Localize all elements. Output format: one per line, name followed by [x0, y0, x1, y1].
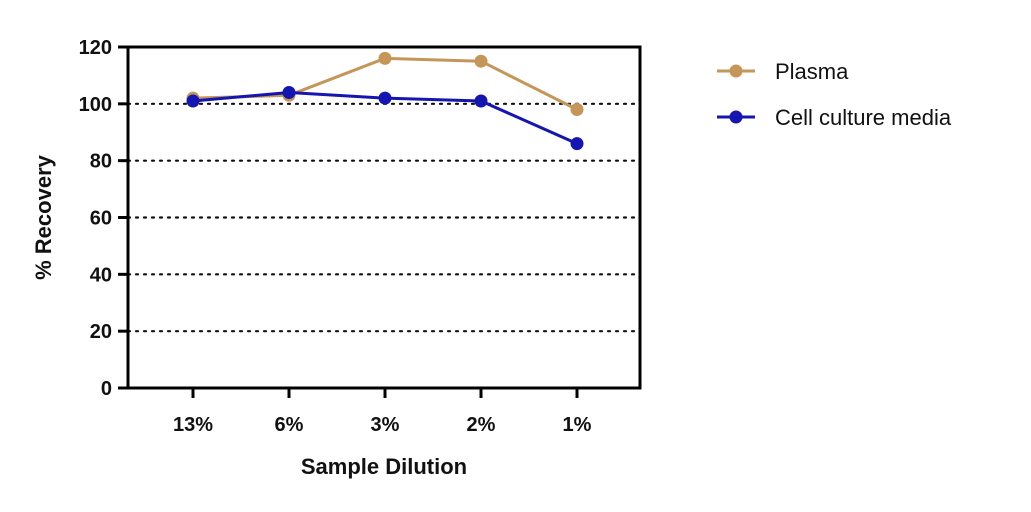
data-point-cell-culture-media-3: [474, 94, 488, 108]
x-tick-label-3: 2%: [467, 414, 496, 436]
y-tick-label-60: 60: [90, 208, 112, 230]
y-tick-label-40: 40: [90, 264, 112, 286]
series-layer: [186, 51, 584, 151]
x-tick-label-4: 1%: [563, 414, 592, 436]
data-point-cell-culture-media-0: [186, 94, 200, 108]
legend-marker-dot-plasma: [729, 64, 743, 78]
y-tick-label-20: 20: [90, 321, 112, 343]
y-axis-title: % Recovery: [31, 154, 56, 280]
legend-item-plasma: Plasma: [717, 59, 849, 84]
x-tick-label-0: 13%: [173, 414, 213, 436]
series-plasma: [186, 51, 584, 117]
x-ticks: 13% 6% 3% 2% 1%: [173, 388, 592, 436]
data-point-plasma-2: [378, 51, 392, 65]
series-cell-culture-media: [186, 85, 584, 151]
x-axis-title: Sample Dilution: [301, 454, 467, 479]
grid-layer: [126, 102, 642, 333]
data-point-cell-culture-media-2: [378, 91, 392, 105]
legend-label-cell-culture-media: Cell culture media: [775, 105, 952, 130]
y-tick-label-0: 0: [101, 378, 112, 400]
legend: Plasma Cell culture media: [717, 59, 952, 130]
y-tick-label-80: 80: [90, 151, 112, 173]
data-point-plasma-4: [570, 103, 584, 117]
data-point-plasma-3: [474, 54, 488, 68]
legend-marker-dot-cell-culture-media: [729, 110, 743, 124]
y-ticks: 0 20 40 60 80 100 120: [79, 37, 128, 400]
y-tick-label-120: 120: [79, 37, 112, 59]
data-point-cell-culture-media-1: [282, 85, 296, 99]
y-tick-label-100: 100: [79, 94, 112, 116]
legend-label-plasma: Plasma: [775, 59, 849, 84]
x-tick-label-1: 6%: [275, 414, 304, 436]
data-point-cell-culture-media-4: [570, 137, 584, 151]
x-tick-label-2: 3%: [371, 414, 400, 436]
legend-item-cell-culture-media: Cell culture media: [717, 105, 952, 130]
